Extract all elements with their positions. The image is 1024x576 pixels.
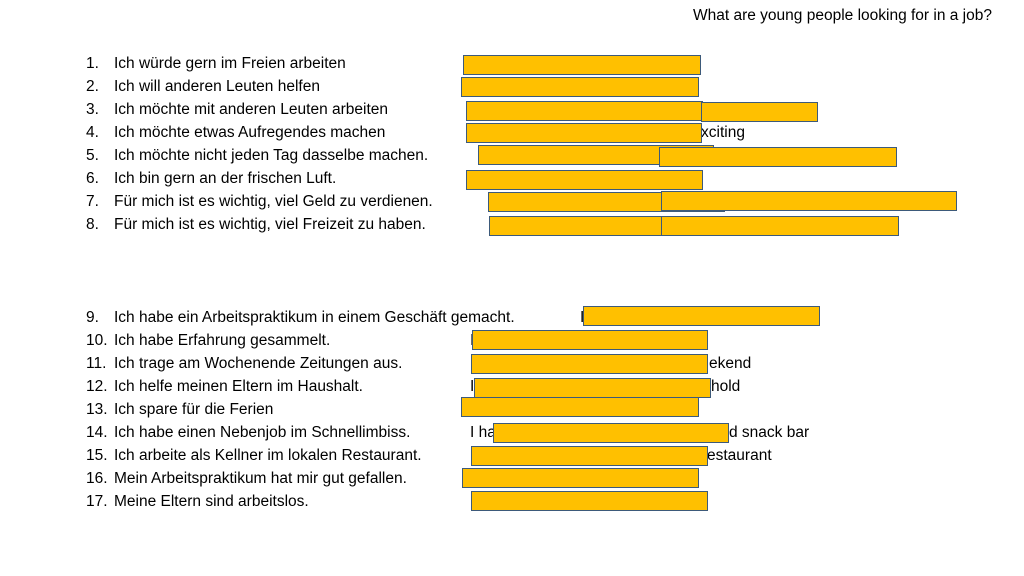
list-item: 17. Meine Eltern sind arbeitslos. bbox=[86, 490, 309, 513]
translation-fragment: d snack bar bbox=[729, 424, 810, 441]
list-item: 16. Mein Arbeitspraktikum hat mir gut gef… bbox=[86, 467, 407, 490]
item-text: Meine Eltern sind arbeitslos. bbox=[114, 493, 309, 510]
answer-cover-box[interactable] bbox=[472, 330, 708, 350]
list-item: 11. Ich trage am Wochenende Zeitungen aus… bbox=[86, 352, 402, 375]
item-text: Ich arbeite als Kellner im lokalen Resta… bbox=[114, 447, 422, 464]
answer-cover-box[interactable] bbox=[461, 77, 699, 97]
answer-cover-box[interactable] bbox=[661, 191, 957, 211]
translation-fragment: I bbox=[470, 378, 475, 395]
item-number: 1. bbox=[86, 55, 99, 72]
answer-cover-box[interactable] bbox=[461, 397, 699, 417]
list-item: 13. Ich spare für die Ferien bbox=[86, 398, 273, 421]
translation-fragment: I bbox=[580, 306, 584, 329]
item-number: 4. bbox=[86, 124, 99, 141]
item-text: Ich möchte nicht jeden Tag dasselbe mach… bbox=[114, 147, 429, 164]
translation-fragment: ekend bbox=[709, 355, 752, 372]
item-text: Ich möchte mit anderen Leuten arbeiten bbox=[114, 101, 389, 118]
list-item: 14. Ich habe einen Nebenjob im Schnellimb… bbox=[86, 421, 410, 444]
list-item: 2. Ich will anderen Leuten helfen bbox=[86, 75, 320, 98]
answer-cover-box[interactable] bbox=[661, 216, 899, 236]
item-text: Ich helfe meinen Eltern im Haushalt. bbox=[114, 378, 363, 395]
translation-fragment: I ha bbox=[470, 424, 496, 441]
item-text: Für mich ist es wichtig, viel Geld zu ve… bbox=[114, 193, 433, 210]
answer-cover-box[interactable] bbox=[471, 491, 708, 511]
answer-cover-box[interactable] bbox=[466, 101, 703, 121]
item-number: 17. bbox=[86, 493, 108, 510]
item-number: 6. bbox=[86, 170, 99, 187]
item-text: Mein Arbeitspraktikum hat mir gut gefall… bbox=[114, 470, 407, 487]
item-text: Ich möchte etwas Aufregendes machen bbox=[114, 124, 386, 141]
item-number: 2. bbox=[86, 78, 99, 95]
item-number: 10. bbox=[86, 332, 108, 349]
answer-cover-box[interactable] bbox=[701, 102, 818, 122]
item-number: 9. bbox=[86, 309, 99, 326]
item-text: Ich habe Erfahrung gesammelt. bbox=[114, 332, 331, 349]
list-item: 5. Ich möchte nicht jeden Tag dasselbe ma… bbox=[86, 144, 428, 167]
slide-title: What are young people looking for in a j… bbox=[692, 7, 992, 24]
item-number: 16. bbox=[86, 470, 108, 487]
answer-cover-box[interactable] bbox=[466, 170, 703, 190]
item-text: Ich habe ein Arbeitspraktikum in einem G… bbox=[114, 309, 515, 326]
list-item: 10. Ich habe Erfahrung gesammelt. bbox=[86, 329, 330, 352]
item-number: 11. bbox=[86, 355, 107, 372]
list-item: 9. Ich habe ein Arbeitspraktikum in einem… bbox=[86, 306, 515, 329]
answer-cover-box[interactable] bbox=[462, 468, 699, 488]
answer-cover-box[interactable] bbox=[471, 446, 708, 466]
item-text: Ich spare für die Ferien bbox=[114, 401, 274, 418]
list-item: 12. Ich helfe meinen Eltern im Haushalt. bbox=[86, 375, 363, 398]
item-number: 14. bbox=[86, 424, 108, 441]
item-number: 15. bbox=[86, 447, 108, 464]
item-text: Ich habe einen Nebenjob im Schnellimbiss… bbox=[114, 424, 411, 441]
list-item: 7. Für mich ist es wichtig, viel Geld zu … bbox=[86, 190, 433, 213]
translation-fragment: xciting bbox=[701, 124, 745, 141]
item-number: 3. bbox=[86, 101, 99, 118]
answer-cover-box[interactable] bbox=[474, 378, 711, 398]
list-item: 8. Für mich ist es wichtig, viel Freizeit… bbox=[86, 213, 426, 236]
item-number: 7. bbox=[86, 193, 99, 210]
item-number: 13. bbox=[86, 401, 108, 418]
item-text: Ich bin gern an der frischen Luft. bbox=[114, 170, 337, 187]
list-item: 4. Ich möchte etwas Aufregendes machen bbox=[86, 121, 385, 144]
list-item: 1. Ich würde gern im Freien arbeiten bbox=[86, 52, 346, 75]
answer-cover-box[interactable] bbox=[583, 306, 820, 326]
answer-cover-box[interactable] bbox=[659, 147, 897, 167]
item-number: 8. bbox=[86, 216, 99, 233]
translation-fragment: estaurant bbox=[707, 447, 772, 464]
item-number: 12. bbox=[86, 378, 108, 395]
item-text: Ich würde gern im Freien arbeiten bbox=[114, 55, 346, 72]
item-number: 5. bbox=[86, 147, 99, 164]
item-text: Für mich ist es wichtig, viel Freizeit z… bbox=[114, 216, 426, 233]
translation-fragment: hold bbox=[711, 378, 741, 395]
list-item: 6. Ich bin gern an der frischen Luft. bbox=[86, 167, 336, 190]
item-text: Ich trage am Wochenende Zeitungen aus. bbox=[114, 355, 403, 372]
answer-cover-box[interactable] bbox=[463, 55, 701, 75]
answer-cover-box[interactable] bbox=[471, 354, 708, 374]
list-item: 3. Ich möchte mit anderen Leuten arbeiten bbox=[86, 98, 388, 121]
answer-cover-box[interactable] bbox=[493, 423, 729, 443]
list-item: 15. Ich arbeite als Kellner im lokalen Re… bbox=[86, 444, 422, 467]
item-text: Ich will anderen Leuten helfen bbox=[114, 78, 320, 95]
answer-cover-box[interactable] bbox=[466, 123, 702, 143]
